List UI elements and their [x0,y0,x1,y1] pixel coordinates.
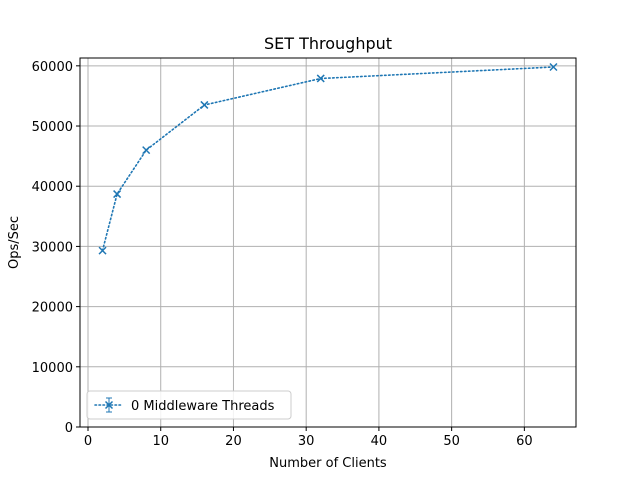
legend-marker-swatch [104,400,114,410]
x-tick-label: 50 [443,434,460,449]
y-axis-ticks: 0 10000 20000 30000 40000 50000 60000 [32,60,80,436]
legend: 0 Middleware Threads [86,390,292,420]
y-tick-label: 50000 [32,120,73,135]
data-point-marker [142,146,151,155]
x-tick-label: 40 [371,434,388,449]
series-layer [98,62,558,255]
y-tick-label: 0 [65,421,73,436]
x-axis-ticks: 0 10 20 30 40 50 60 [84,427,533,449]
y-tick-label: 20000 [32,301,73,316]
x-tick-label: 0 [84,434,92,449]
x-tick-label: 20 [225,434,242,449]
data-point-marker [200,100,209,109]
y-tick-label: 40000 [32,180,73,195]
marker-stroke [200,100,209,109]
x-tick-label: 60 [516,434,533,449]
y-tick-label: 60000 [32,60,73,75]
y-axis-title: Ops/Sec [7,216,22,269]
y-tick-label: 30000 [32,240,73,255]
data-point-marker [316,74,325,83]
marker-stroke [549,62,558,72]
chart-title: SET Throughput [264,34,392,53]
data-point-marker [98,246,107,255]
data-point-marker [113,190,122,199]
data-point-marker [549,62,558,72]
x-tick-label: 10 [152,434,169,449]
legend-label: 0 Middleware Threads [131,399,275,414]
series-line [101,66,555,252]
marker-stroke [316,74,325,83]
plot-frame [79,57,577,428]
x-axis-title: Number of Clients [269,456,387,471]
marker-stroke [142,146,151,155]
marker-stroke [98,246,107,255]
marker-stroke [113,190,122,199]
marker-stroke [104,400,114,410]
legend-box [86,390,292,420]
x-tick-label: 30 [298,434,315,449]
y-tick-label: 10000 [32,361,73,376]
